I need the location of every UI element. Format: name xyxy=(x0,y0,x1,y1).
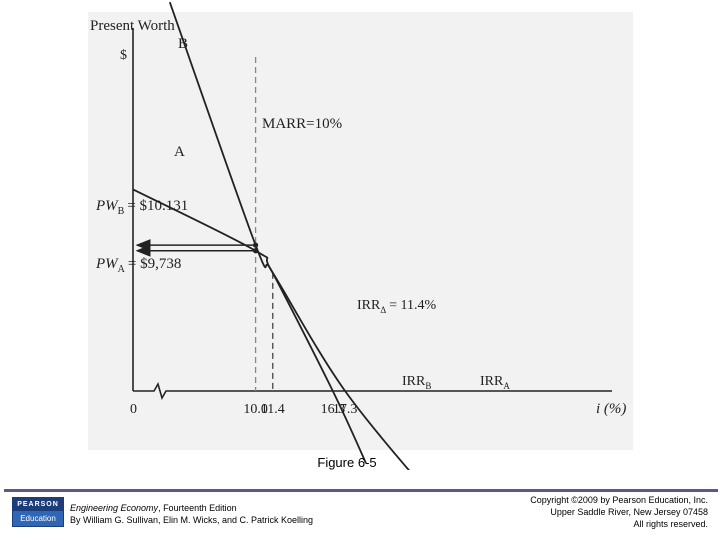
curve-a-label: A xyxy=(174,144,185,160)
figure-caption: Figure 6-5 xyxy=(317,455,377,470)
pw-a-value: = $9,738 xyxy=(128,256,181,272)
y-axis-label: Present Worth xyxy=(90,18,175,34)
logo-bottom-text: Education xyxy=(13,511,63,526)
irr-delta-prefix: IRR xyxy=(357,298,381,313)
pw-b-subscript: B xyxy=(118,206,125,217)
x-tick-label: 10.0 xyxy=(243,402,268,417)
x-axis-label: i (%) xyxy=(596,401,626,417)
book-credit: Engineering Economy, Fourteenth Edition … xyxy=(70,502,313,526)
footer-divider xyxy=(4,489,718,492)
marr-label: MARR=10% xyxy=(262,116,342,132)
irr-b-prefix: IRR xyxy=(402,374,426,389)
x-axis xyxy=(133,381,612,401)
present-worth-chart: Present Worth $ 0 i (%) 10.0 11.4 16.3 1… xyxy=(88,1,633,470)
irr-a-label: IRRA xyxy=(480,374,510,391)
book-edition: , Fourteenth Edition xyxy=(158,503,237,513)
irr-delta-subscript: Δ xyxy=(380,305,386,315)
copyright-line-1: Copyright ©2009 by Pearson Education, In… xyxy=(530,495,708,505)
copyright-line-3: All rights reserved. xyxy=(633,519,708,529)
pw-b-label: PWB = $10.131 xyxy=(95,198,188,217)
book-title: Engineering Economy xyxy=(70,503,159,513)
copyright-notice: Copyright ©2009 by Pearson Education, In… xyxy=(530,494,708,530)
plot-background xyxy=(88,12,633,450)
irr-b-subscript: B xyxy=(425,381,431,391)
pw-b-value: = $10.131 xyxy=(127,198,188,214)
irr-delta-value: = 11.4% xyxy=(389,298,436,313)
pw-a-prefix: PW xyxy=(95,256,119,272)
pw-a-point xyxy=(253,248,259,254)
y-axis-unit: $ xyxy=(120,48,127,63)
x-tick-label: 11.4 xyxy=(261,402,285,417)
copyright-line-2: Upper Saddle River, New Jersey 07458 xyxy=(550,507,708,517)
irr-a-prefix: IRR xyxy=(480,374,504,389)
irr-b-label: IRRB xyxy=(402,374,431,391)
book-authors: By William G. Sullivan, Elin M. Wicks, a… xyxy=(70,515,314,525)
pearson-logo: PEARSON Education xyxy=(12,497,64,527)
curve-b xyxy=(168,1,367,464)
logo-top-text: PEARSON xyxy=(13,498,63,511)
curve-b-label: B xyxy=(178,36,188,52)
irr-delta-label: IRRΔ = 11.4% xyxy=(357,298,437,315)
irr-a-subscript: A xyxy=(503,381,510,391)
origin-label: 0 xyxy=(130,402,137,417)
pw-a-label: PWA = $9,738 xyxy=(95,256,181,275)
pw-a-subscript: A xyxy=(118,264,126,275)
pw-b-prefix: PW xyxy=(95,198,119,214)
pw-b-point xyxy=(253,242,259,248)
